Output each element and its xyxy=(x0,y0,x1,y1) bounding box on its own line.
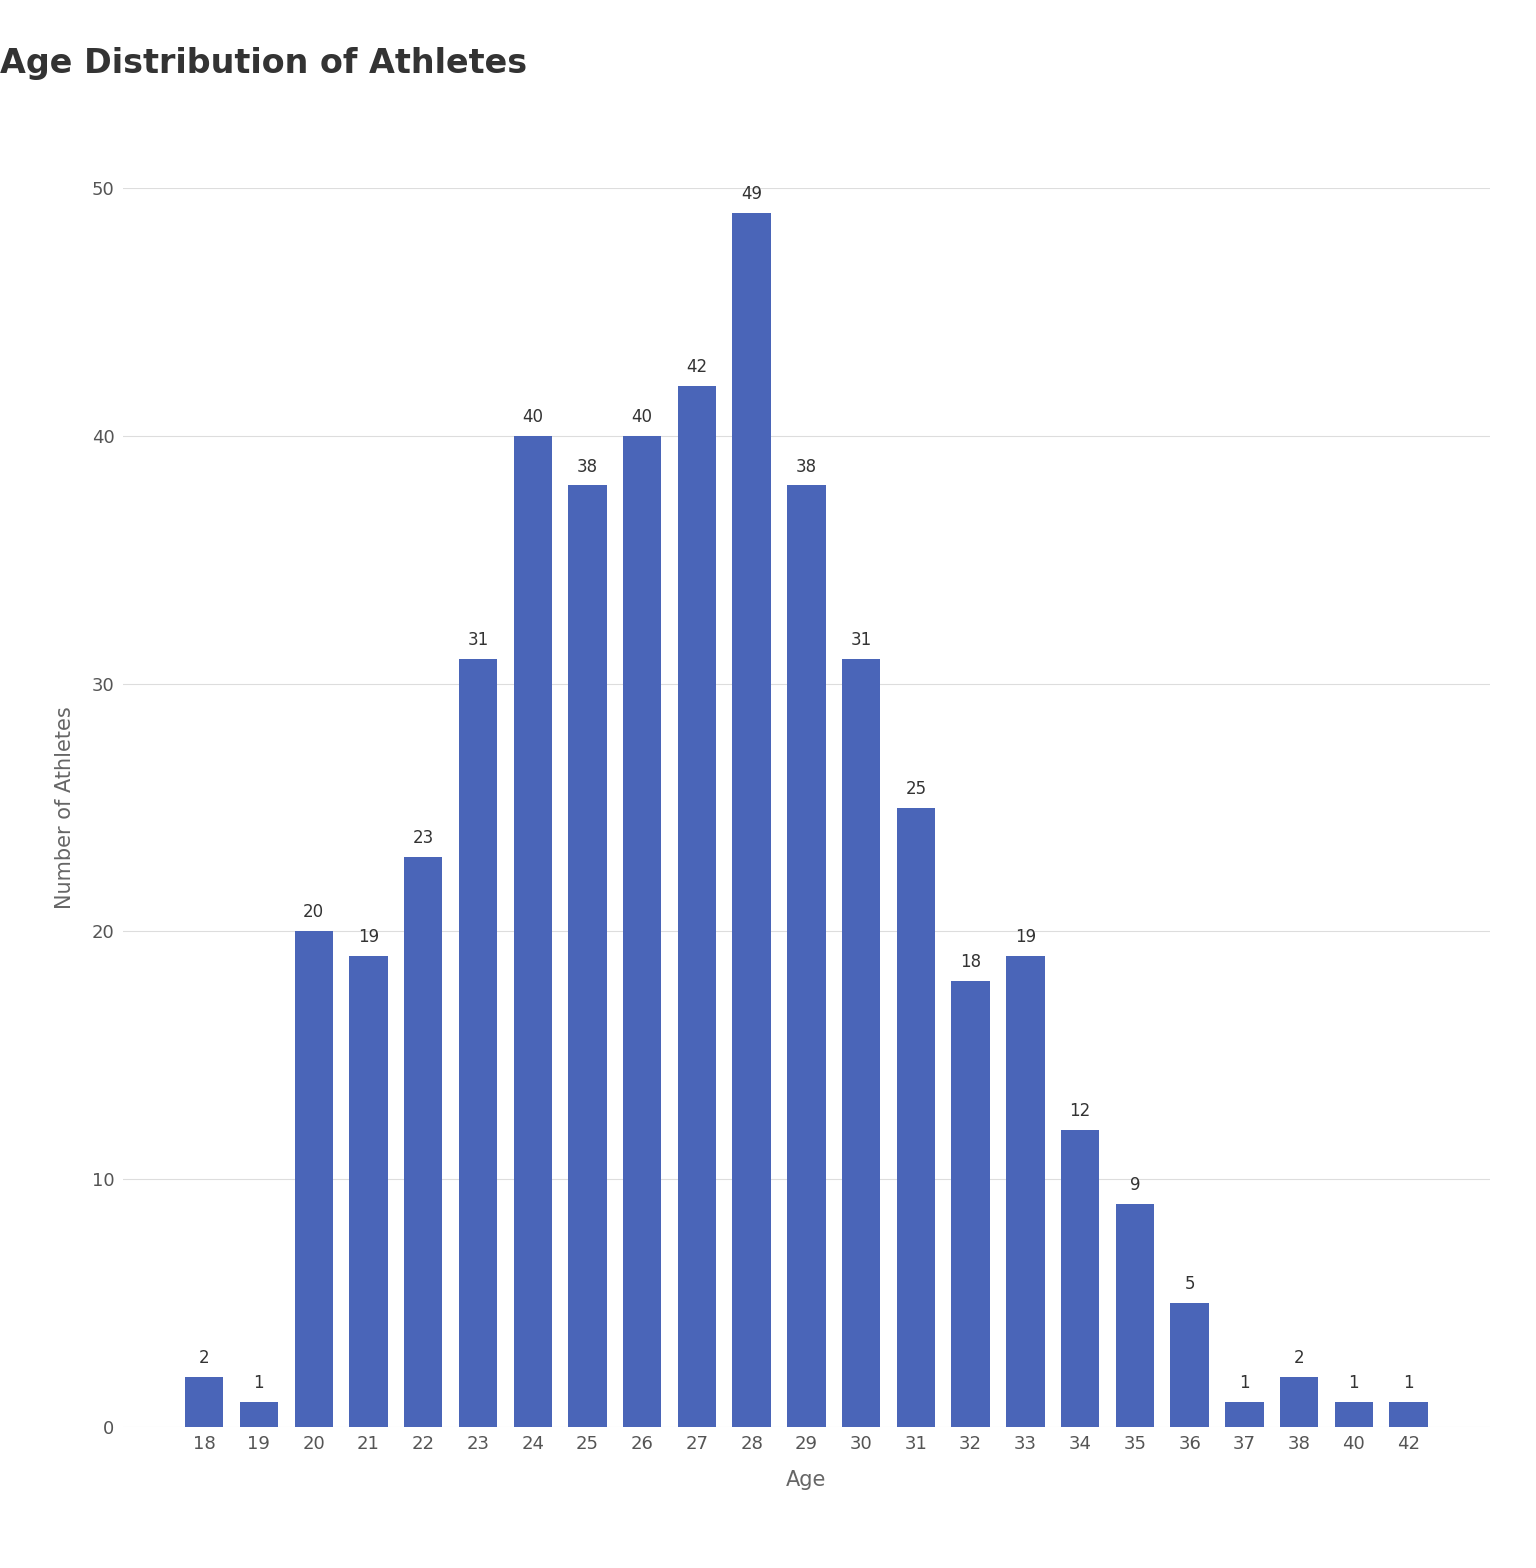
Bar xyxy=(1115,1204,1154,1427)
Bar xyxy=(624,436,662,1427)
Text: 25: 25 xyxy=(905,779,926,798)
Text: 12: 12 xyxy=(1069,1102,1091,1120)
Bar xyxy=(295,931,333,1427)
Text: 40: 40 xyxy=(522,408,544,426)
Text: 1: 1 xyxy=(253,1374,264,1392)
Text: 23: 23 xyxy=(413,829,433,847)
Text: 2: 2 xyxy=(198,1350,209,1367)
Bar xyxy=(513,436,551,1427)
Bar xyxy=(897,808,935,1427)
Bar xyxy=(349,956,387,1427)
Text: 31: 31 xyxy=(467,630,488,649)
Bar xyxy=(1006,956,1044,1427)
Text: 5: 5 xyxy=(1184,1275,1195,1294)
Bar xyxy=(459,659,498,1427)
Bar xyxy=(842,659,880,1427)
Y-axis label: Number of Athletes: Number of Athletes xyxy=(55,706,75,909)
Text: 2: 2 xyxy=(1293,1350,1304,1367)
X-axis label: Age: Age xyxy=(786,1469,826,1490)
Text: 40: 40 xyxy=(631,408,653,426)
Text: 19: 19 xyxy=(1015,928,1035,946)
Bar xyxy=(1335,1402,1373,1427)
Bar xyxy=(1279,1377,1318,1427)
Text: 31: 31 xyxy=(851,630,872,649)
Text: 1: 1 xyxy=(1404,1374,1415,1392)
Bar xyxy=(404,858,442,1427)
Text: 18: 18 xyxy=(960,953,982,971)
Text: Age Distribution of Athletes: Age Distribution of Athletes xyxy=(0,47,527,80)
Bar xyxy=(184,1377,223,1427)
Text: 49: 49 xyxy=(742,185,762,202)
Bar xyxy=(1226,1402,1264,1427)
Bar xyxy=(1061,1129,1100,1427)
Bar xyxy=(788,486,825,1427)
Text: 1: 1 xyxy=(1349,1374,1359,1392)
Text: 1: 1 xyxy=(1240,1374,1250,1392)
Text: 38: 38 xyxy=(796,458,817,475)
Bar xyxy=(568,486,607,1427)
Bar xyxy=(677,386,716,1427)
Text: 9: 9 xyxy=(1129,1176,1140,1193)
Text: 42: 42 xyxy=(687,359,708,376)
Text: 38: 38 xyxy=(578,458,598,475)
Bar xyxy=(1390,1402,1428,1427)
Text: 19: 19 xyxy=(358,928,379,946)
Bar xyxy=(240,1402,278,1427)
Bar xyxy=(951,982,989,1427)
Bar xyxy=(733,213,771,1427)
Bar xyxy=(1170,1303,1209,1427)
Text: 20: 20 xyxy=(303,903,324,922)
